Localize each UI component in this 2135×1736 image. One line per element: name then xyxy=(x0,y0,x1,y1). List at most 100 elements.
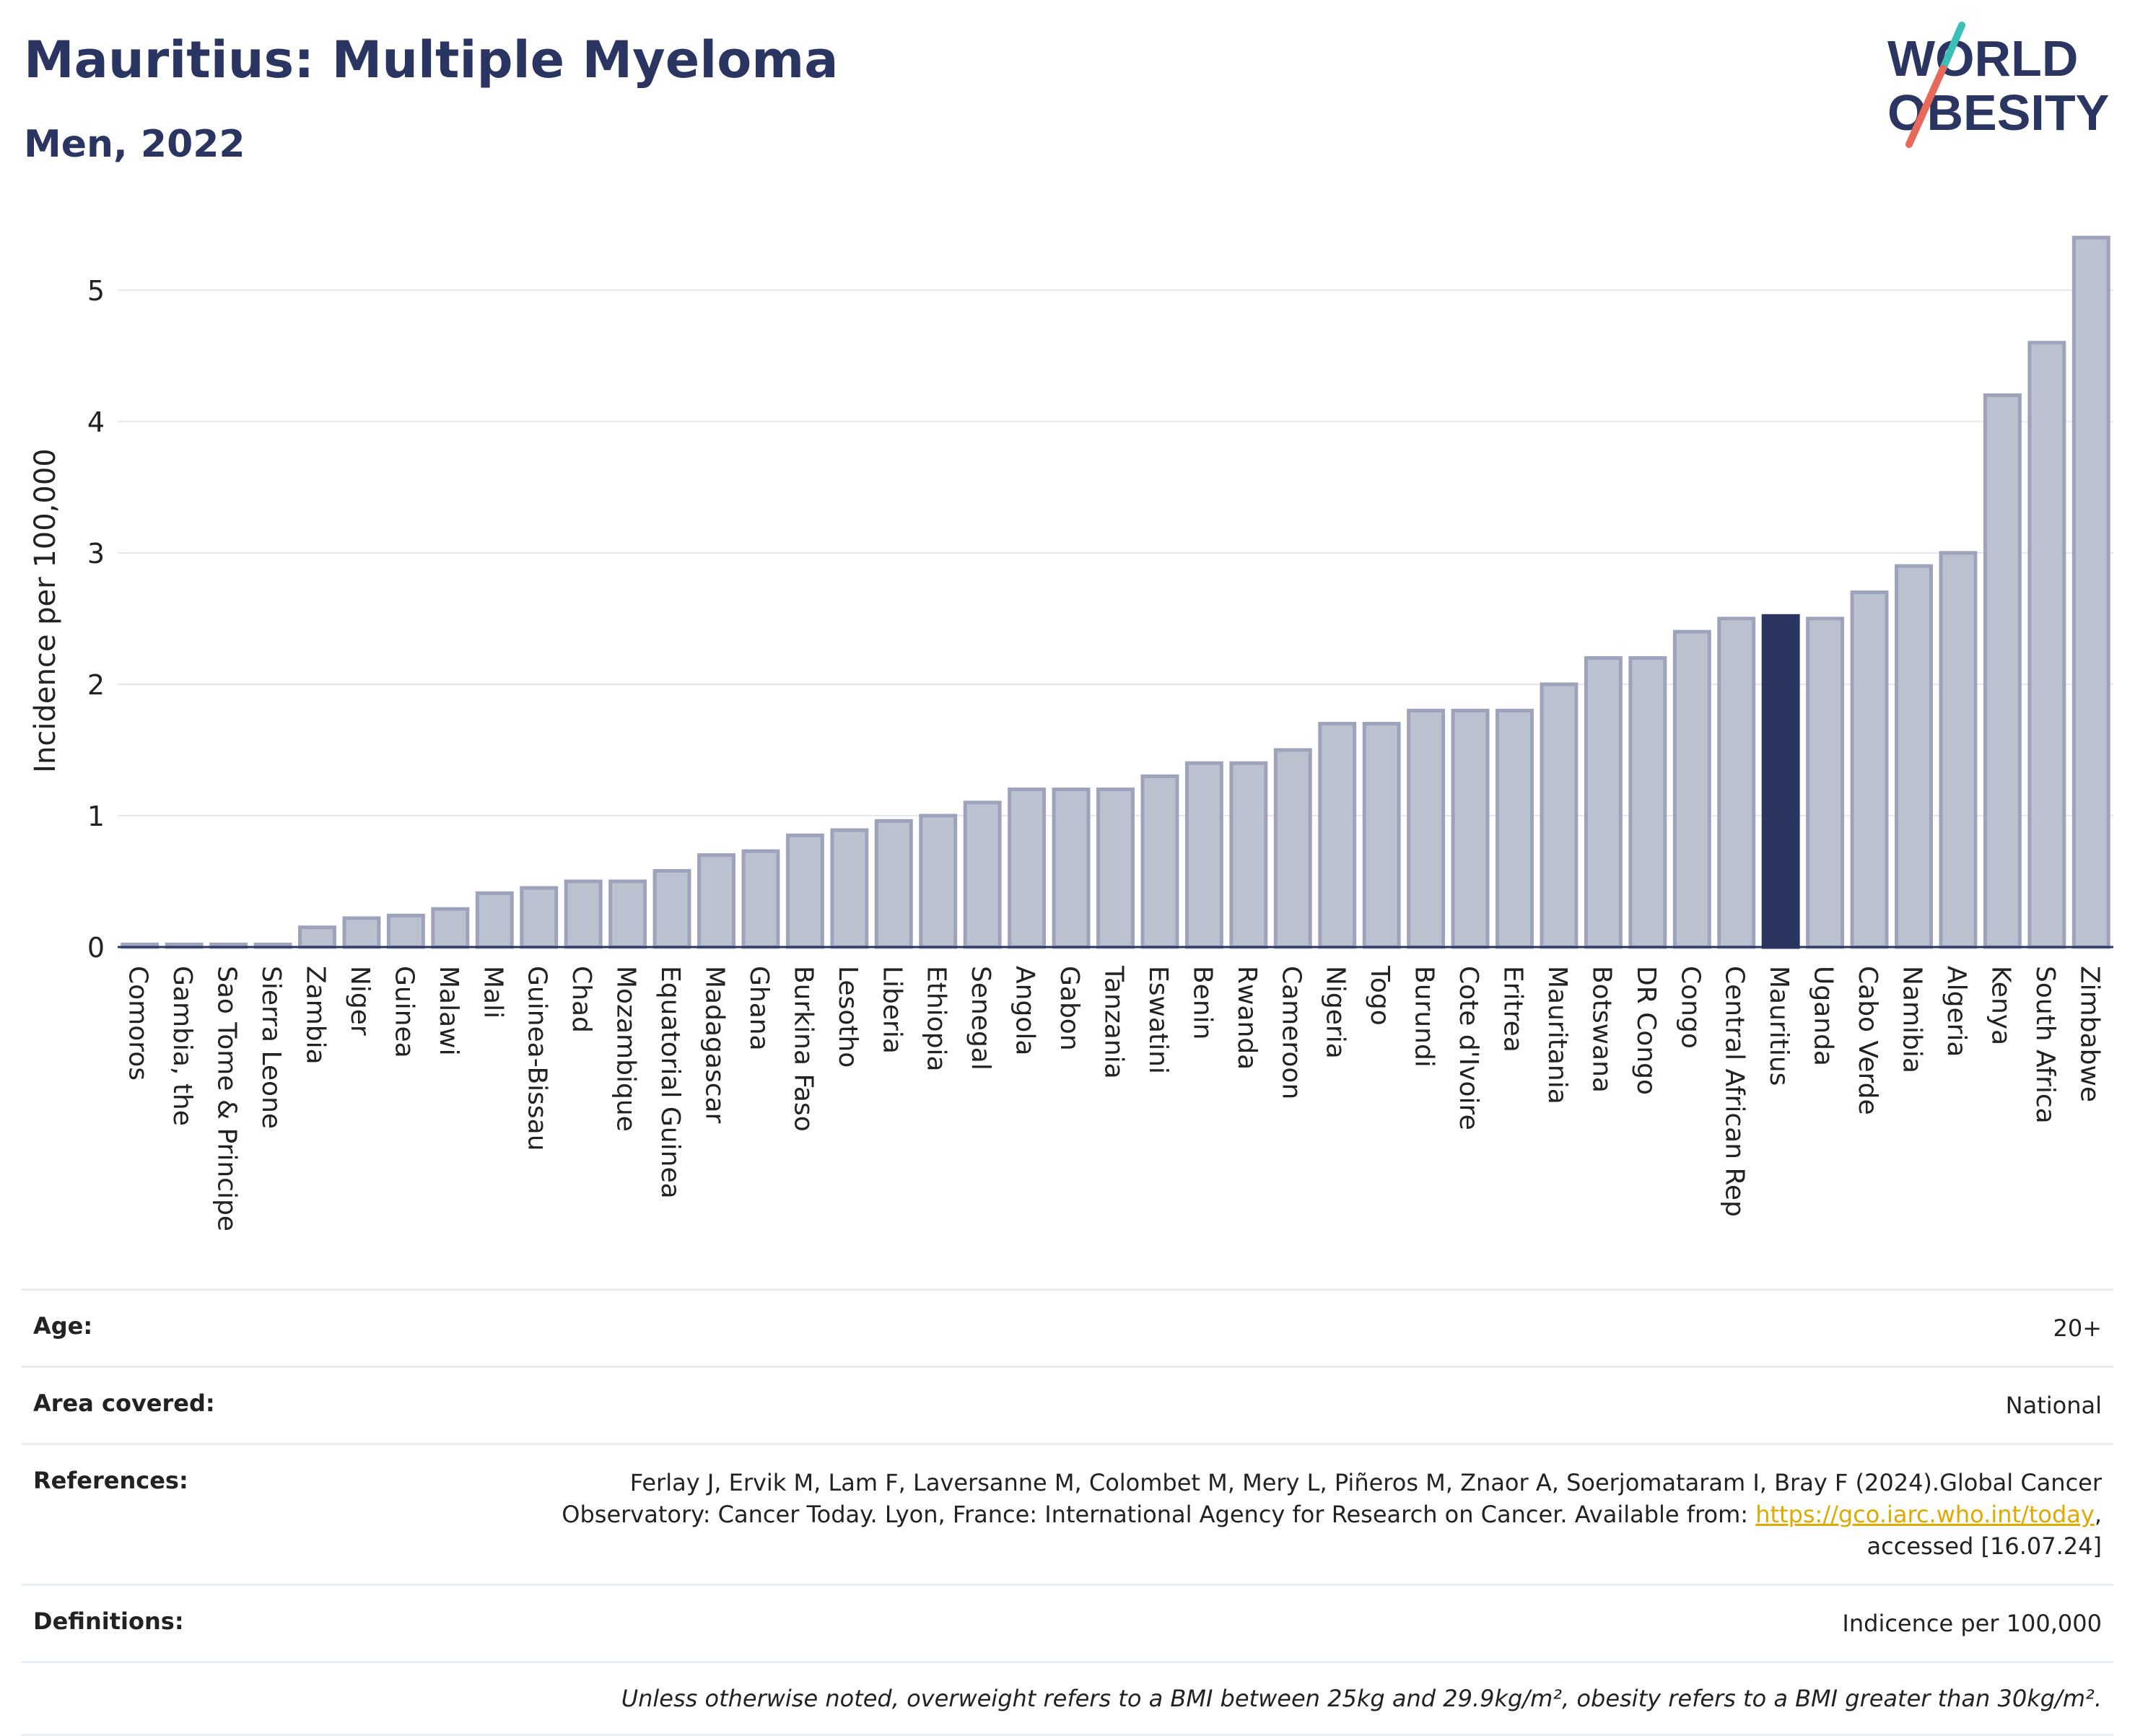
x-tick-label: Cote d'Ivoire xyxy=(1454,966,1483,1130)
y-axis-label: Incidence per 100,000 xyxy=(29,448,62,773)
x-tick-label: Cabo Verde xyxy=(1853,966,1882,1115)
x-tick-label: Sierra Leone xyxy=(256,966,286,1129)
x-tick-label: Eswatini xyxy=(1143,966,1173,1074)
x-tick-label: Gambia, the xyxy=(167,966,197,1126)
x-tick-label: Eritrea xyxy=(1498,966,1528,1052)
bar xyxy=(1008,788,1047,949)
x-tick-label: Liberia xyxy=(877,966,907,1054)
references-line-2-end: , xyxy=(2094,1501,2102,1528)
bar xyxy=(919,814,958,949)
references-value: Ferlay J, Ervik M, Lam F, Laversanne M, … xyxy=(562,1467,2102,1562)
x-tick-label: Niger xyxy=(345,966,375,1036)
area-label: Area covered: xyxy=(33,1390,215,1417)
bar xyxy=(1229,761,1268,949)
chart-subtitle: Men, 2022 xyxy=(24,123,245,166)
info-row-definitions: Definitions: Indicence per 100,000 xyxy=(22,1584,2113,1661)
bar xyxy=(1052,788,1091,949)
references-label: References: xyxy=(33,1467,188,1494)
x-tick-label: Uganda xyxy=(1809,966,1838,1066)
x-tick-label: Central African Rep xyxy=(1720,966,1750,1217)
bar xyxy=(475,891,514,949)
bar xyxy=(1895,564,1933,949)
y-tick-label: 0 xyxy=(87,932,105,964)
bar xyxy=(741,849,780,949)
info-row-area: Area covered: National xyxy=(22,1366,2113,1443)
bar xyxy=(564,879,603,949)
info-row-references: References: Ferlay J, Ervik M, Lam F, La… xyxy=(22,1443,2113,1584)
bar xyxy=(963,801,1002,949)
x-tick-label: Angola xyxy=(1010,966,1040,1055)
y-tick-label: 1 xyxy=(87,801,105,832)
bar xyxy=(1806,616,1845,949)
x-tick-label: South Africa xyxy=(2030,966,2060,1124)
x-tick-label: Namibia xyxy=(1898,966,1927,1073)
bmi-note: Unless otherwise noted, overweight refer… xyxy=(621,1685,2102,1712)
x-tick-label: Chad xyxy=(567,966,596,1033)
info-row-age: Age: 20+ xyxy=(22,1288,2113,1366)
x-tick-label: Zimbabwe xyxy=(2074,966,2104,1102)
bar xyxy=(1451,708,1490,949)
bar xyxy=(1983,393,2022,949)
age-label: Age: xyxy=(33,1312,93,1340)
definitions-value: Indicence per 100,000 xyxy=(1842,1610,2102,1637)
bar-layer xyxy=(121,235,2110,949)
bar xyxy=(342,916,381,949)
x-tick-label: Equatorial Guinea xyxy=(655,966,685,1199)
bar xyxy=(785,833,824,949)
x-tick-label: Mali xyxy=(478,966,507,1019)
info-table: Age: 20+ Area covered: National Referenc… xyxy=(22,1288,2113,1736)
x-tick-label: Mozambique xyxy=(611,966,641,1132)
x-tick-label: Tanzania xyxy=(1099,965,1129,1079)
bar xyxy=(1184,761,1223,949)
bar xyxy=(1362,722,1401,949)
bar-chart: 0 1 2 3 4 5 Comoros Gambia, the Sao Tome & Prin… xyxy=(29,235,2113,1231)
x-tick-label: Senegal xyxy=(966,966,995,1070)
bar xyxy=(1273,748,1312,949)
x-tick-label: Ethiopia xyxy=(922,966,951,1072)
y-tick-label: 3 xyxy=(87,538,105,570)
x-tick-label: Lesotho xyxy=(833,966,863,1068)
y-tick-label: 5 xyxy=(87,275,105,307)
bar xyxy=(2027,341,2066,949)
references-line-2: Observatory: Cancer Today. Lyon, France:… xyxy=(562,1499,2102,1530)
bar xyxy=(431,907,470,949)
x-tick-label: Mauritius xyxy=(1764,966,1794,1086)
x-tick-label: Sao Tome & Principe xyxy=(212,966,242,1231)
bar xyxy=(874,819,913,949)
x-tick-label: Gabon xyxy=(1055,966,1084,1051)
x-tick-label: Comoros xyxy=(123,966,153,1081)
bar xyxy=(1672,629,1711,949)
age-value: 20+ xyxy=(2053,1314,2102,1342)
world-obesity-logo: WORLD OBESITY xyxy=(1887,22,2109,148)
bar xyxy=(1096,788,1135,949)
bar xyxy=(1540,682,1579,949)
references-link[interactable]: https://gco.iarc.who.int/today xyxy=(1755,1501,2095,1528)
bar xyxy=(1496,708,1534,949)
x-tick-label: Benin xyxy=(1187,966,1217,1039)
x-tick-label: Botswana xyxy=(1586,966,1616,1093)
bar xyxy=(1717,616,1756,949)
x-tick-label: Burundi xyxy=(1410,966,1439,1068)
x-tick-layer: Comoros Gambia, the Sao Tome & Principe Sie… xyxy=(123,965,2105,1231)
x-tick-label: Zambia xyxy=(301,966,331,1065)
bar xyxy=(1939,551,1978,949)
x-tick-label: Nigeria xyxy=(1321,966,1350,1059)
x-tick-label: Rwanda xyxy=(1232,966,1262,1070)
x-tick-label: Togo xyxy=(1365,965,1394,1026)
info-row-note: Unless otherwise noted, overweight refer… xyxy=(22,1661,2113,1736)
bar xyxy=(1407,708,1446,949)
bar xyxy=(608,879,647,949)
bar xyxy=(652,868,691,949)
logo-text-world: WORLD xyxy=(1887,30,2078,87)
x-tick-label: Madagascar xyxy=(700,966,730,1124)
x-tick-label: Ghana xyxy=(744,966,774,1051)
bar xyxy=(298,925,336,949)
references-line-2-text: Observatory: Cancer Today. Lyon, France:… xyxy=(562,1501,1756,1528)
y-tick-layer: 0 1 2 3 4 5 xyxy=(87,275,105,964)
x-tick-label: Congo xyxy=(1675,966,1705,1049)
bar xyxy=(1140,774,1179,949)
y-tick-label: 2 xyxy=(87,669,105,701)
x-tick-label: DR Congo xyxy=(1631,966,1661,1095)
references-line-1: Ferlay J, Ervik M, Lam F, Laversanne M, … xyxy=(629,1469,2102,1496)
x-tick-label: Burkina Faso xyxy=(788,966,818,1132)
